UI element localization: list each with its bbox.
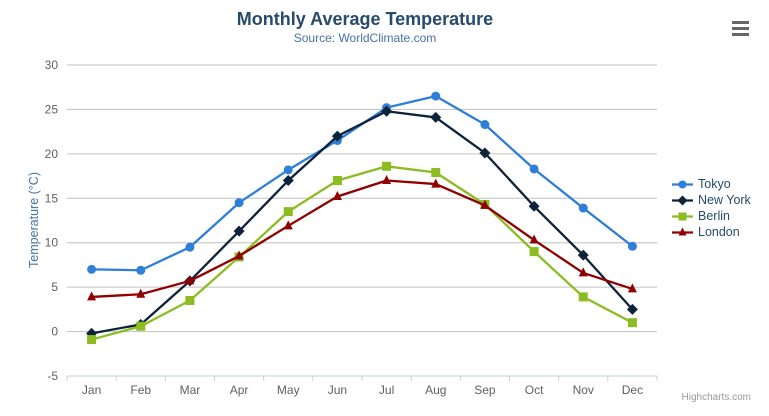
data-point-london[interactable] [234,250,244,260]
legend-marker-tokyo[interactable] [678,180,687,188]
y-axis-title: Temperature (°C) [27,172,41,268]
data-point-new-york[interactable] [381,105,393,117]
legend-marker-berlin[interactable] [678,212,687,220]
data-point-new-york[interactable] [430,111,442,123]
series-line-tokyo[interactable] [90,94,634,272]
data-point-berlin[interactable] [382,161,392,171]
data-point-tokyo[interactable] [87,264,97,274]
y-axis-tick-label: 15 [45,191,59,205]
x-axis-tick-label: May [277,383,300,397]
data-point-london[interactable] [578,267,588,277]
y-axis-tick-label: 10 [45,236,59,250]
data-point-new-york[interactable] [282,175,294,187]
data-point-london[interactable] [283,220,293,230]
data-point-berlin[interactable] [185,295,195,305]
data-point-tokyo[interactable] [283,165,293,175]
data-point-berlin[interactable] [431,168,441,178]
data-point-new-york[interactable] [233,225,245,237]
data-point-tokyo[interactable] [431,91,441,101]
legend-label: London [698,225,740,239]
y-axis-tick-label: 20 [45,147,59,161]
x-axis-tick-label: Apr [230,383,249,397]
data-point-tokyo[interactable] [480,120,490,130]
data-point-berlin[interactable] [627,318,637,328]
legend-label: Berlin [698,209,730,223]
data-point-london[interactable] [87,291,97,301]
y-axis-tick-label: -5 [47,369,58,383]
x-axis-tick-label: Jul [379,383,394,397]
series-line-berlin[interactable] [90,165,634,341]
x-axis-tick-label: Sep [474,383,496,397]
data-point-london[interactable] [529,234,539,244]
circle-marker-icon [672,180,693,188]
legend: Tokyo New York Berlin London [672,176,751,240]
chart-title: Monthly Average Temperature [236,9,494,29]
hamburger-icon [732,20,749,36]
x-axis-tick-label: Aug [425,383,446,397]
legend-item-tokyo[interactable]: Tokyo [672,176,751,192]
y-axis-tick-label: 25 [45,102,59,116]
data-point-berlin[interactable] [283,207,293,217]
y-axis-tick-label: 5 [51,280,58,294]
data-point-london[interactable] [332,191,342,201]
credits-link[interactable]: Highcharts.com [681,392,751,403]
series-line-london[interactable] [90,179,634,299]
data-point-new-york[interactable] [331,130,343,142]
x-axis-tick-label: Jan [82,383,101,397]
data-point-london[interactable] [136,288,146,298]
x-axis-tick-label: Jun [328,383,347,397]
series-line-new-york[interactable] [90,110,634,335]
data-point-tokyo[interactable] [136,265,146,275]
y-axis-tick-label: 30 [45,58,59,72]
legend-item-berlin[interactable]: Berlin [672,208,751,224]
data-point-new-york[interactable] [577,249,589,261]
data-point-london[interactable] [480,199,490,209]
data-point-tokyo[interactable] [627,241,637,251]
legend-label: New York [698,193,751,207]
data-point-berlin[interactable] [529,247,539,257]
data-point-tokyo[interactable] [529,164,539,174]
legend-marker-new-york[interactable] [677,195,688,205]
legend-marker-london[interactable] [678,227,687,235]
x-axis-tick-label: Dec [622,383,643,397]
x-axis-tick-label: Feb [130,383,151,397]
diamond-marker-icon [672,195,693,205]
data-point-london[interactable] [431,178,441,188]
chart-subtitle: Source: WorldClimate.com [293,31,437,45]
data-point-berlin[interactable] [87,335,97,345]
data-point-tokyo[interactable] [578,203,588,213]
data-point-london[interactable] [382,175,392,185]
data-point-new-york[interactable] [626,303,638,315]
data-point-london[interactable] [185,275,195,285]
legend-item-new-york[interactable]: New York [672,192,751,208]
triangle-marker-icon [672,227,693,235]
x-axis-tick-label: Mar [180,383,201,397]
legend-item-london[interactable]: London [672,224,751,240]
data-point-new-york[interactable] [528,200,540,212]
x-axis-tick-label: Oct [525,383,544,397]
legend-label: Tokyo [698,177,731,191]
data-point-berlin[interactable] [332,176,342,186]
data-point-tokyo[interactable] [234,198,244,208]
data-point-new-york[interactable] [479,147,491,159]
square-marker-icon [672,212,693,220]
x-axis-tick-label: Nov [573,383,594,397]
data-point-london[interactable] [627,283,637,293]
y-axis-tick-label: 0 [51,325,58,339]
data-point-berlin[interactable] [578,292,588,302]
export-menu-button[interactable] [725,14,756,42]
data-point-tokyo[interactable] [185,242,195,252]
data-point-berlin[interactable] [136,321,146,331]
